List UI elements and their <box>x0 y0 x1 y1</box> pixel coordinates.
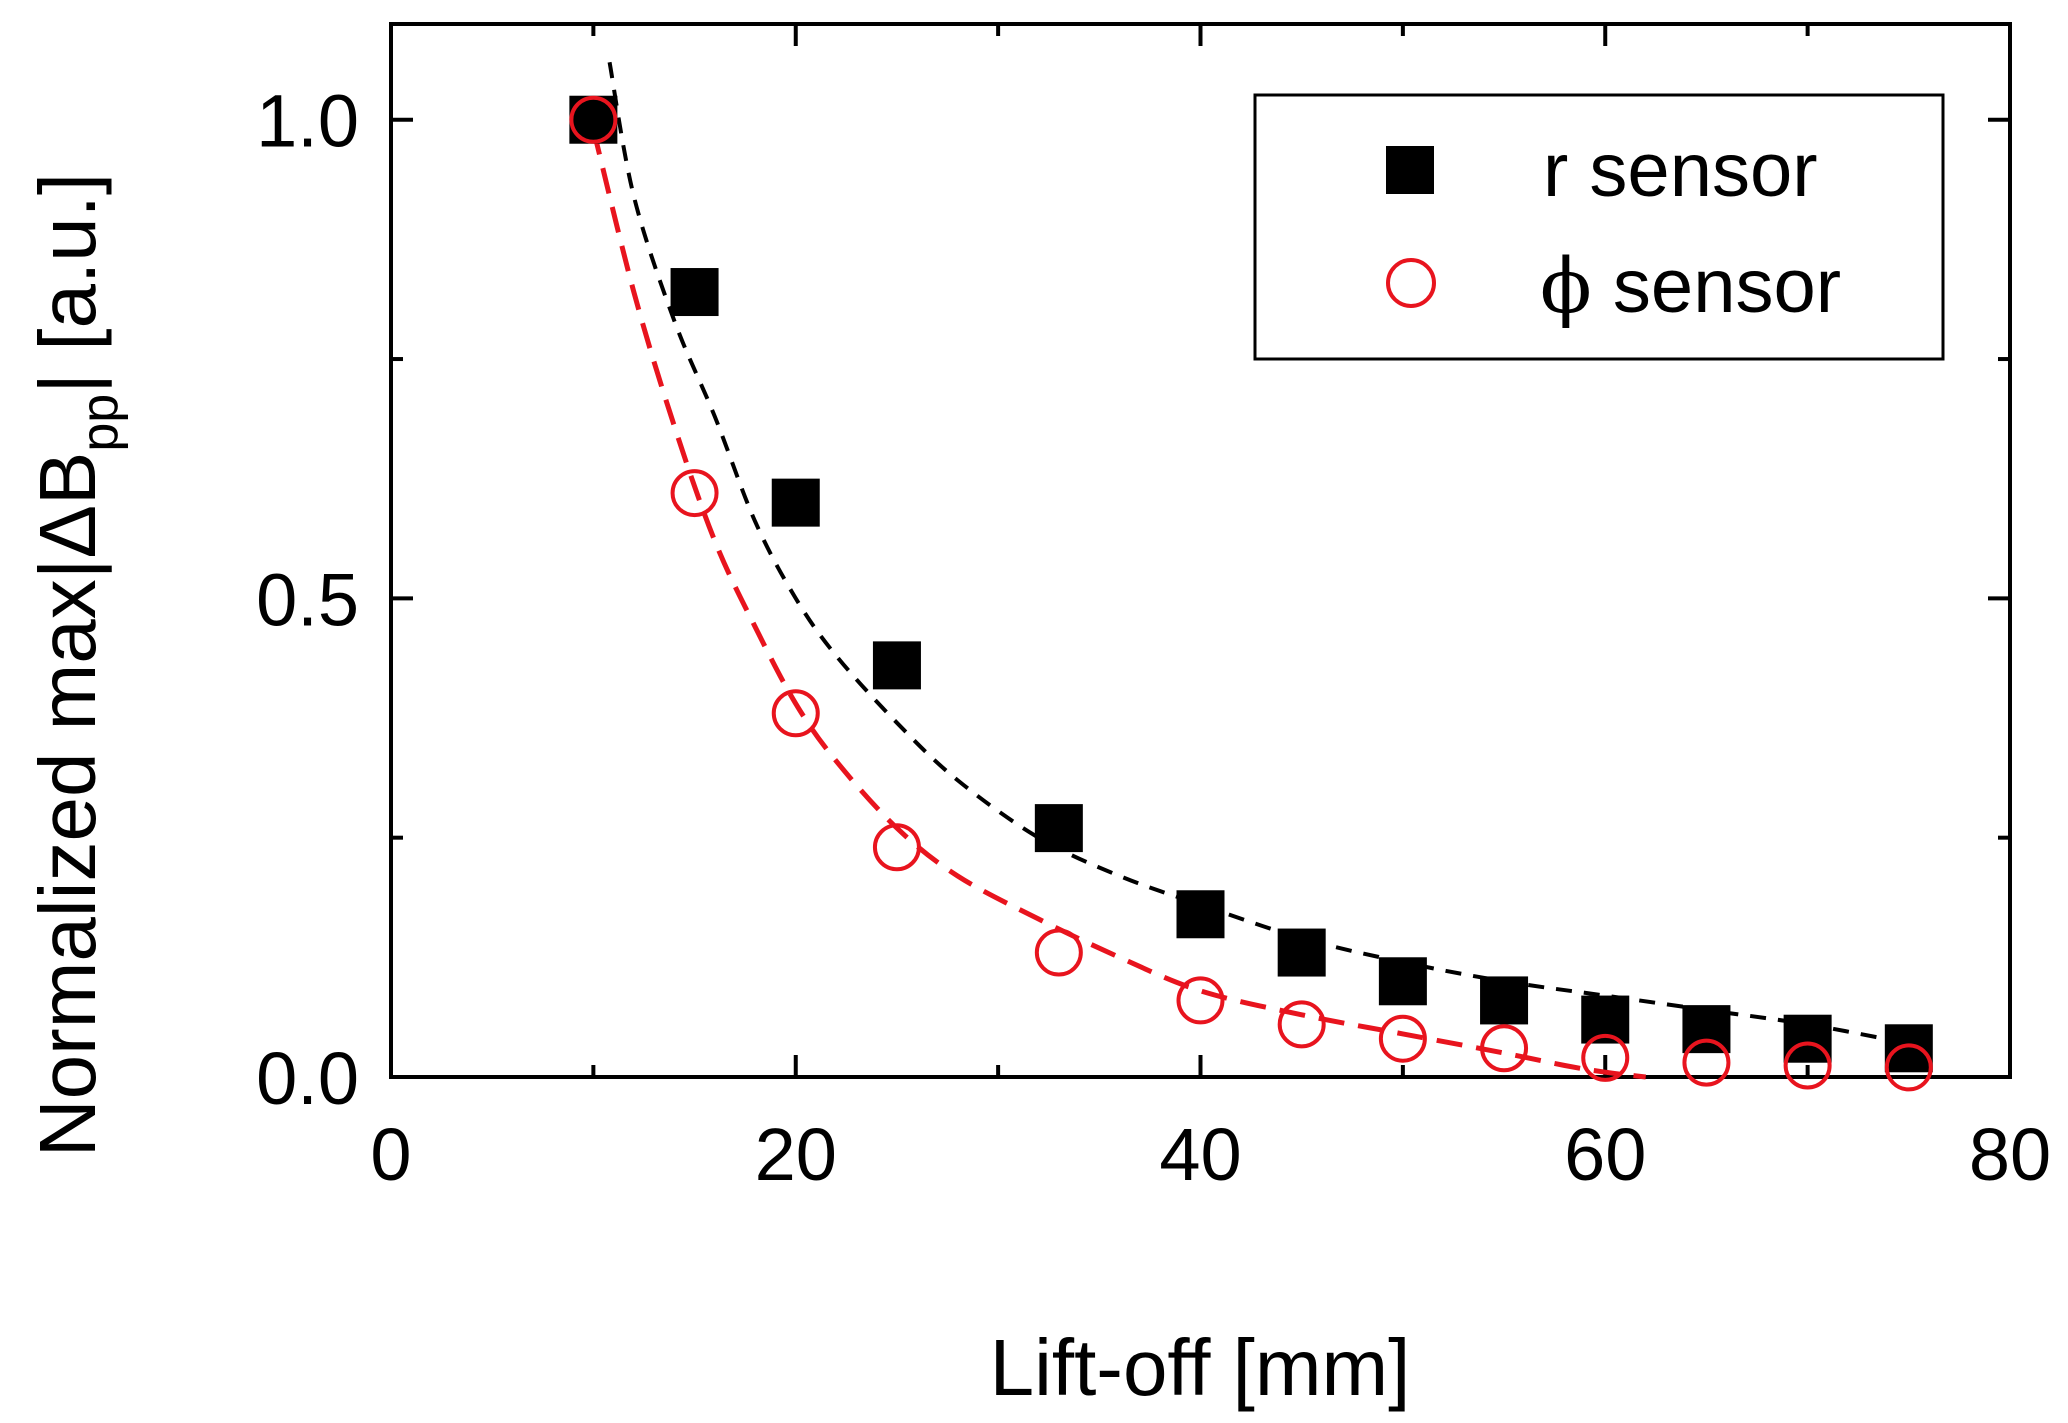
y-axis-title-subscript: pp <box>71 394 129 452</box>
phi-sensor-point <box>1034 928 1083 977</box>
phi-sensor-point <box>1277 1000 1326 1049</box>
legend: r sensor ϕ sensor <box>1253 93 1945 361</box>
r-sensor-point <box>1783 1014 1832 1063</box>
y-tick-label: 0.5 <box>256 558 359 641</box>
legend-label-r-sensor: r sensor <box>1543 128 1818 213</box>
phi-sensor-point <box>1378 1014 1427 1063</box>
x-tick-label: 20 <box>755 1113 837 1196</box>
r-sensor-point <box>670 268 719 317</box>
r-sensor-point <box>1277 928 1326 977</box>
legend-box <box>1253 93 1945 361</box>
r-sensor-point <box>872 641 921 690</box>
phi-sensor-point <box>1176 976 1225 1025</box>
data-markers <box>569 95 1933 1092</box>
x-tick-label: 40 <box>1159 1113 1241 1196</box>
y-axis-title-prefix: Normalized max|ΔB <box>23 452 112 1158</box>
phi-sensor-point <box>670 469 719 518</box>
y-axis-title: Normalized max|ΔBpp| [a.u.] <box>23 173 129 1157</box>
r-sensor-point <box>1884 1024 1933 1073</box>
x-tick-label: 0 <box>370 1113 411 1196</box>
axis-ticks <box>389 24 2012 1079</box>
r-sensor-point <box>1176 890 1225 939</box>
phi-sensor-point <box>1581 1033 1630 1082</box>
legend-phi-text: sensor <box>1592 244 1841 329</box>
legend-label-phi-sensor: ϕ sensor <box>1540 241 1841 330</box>
axis-tick-labels: 0 20 40 60 80 0.0 0.5 1.0 <box>256 80 2051 1196</box>
x-tick-label: 60 <box>1564 1113 1646 1196</box>
r-sensor-point <box>1034 804 1083 853</box>
phi-sensor-point <box>569 95 618 144</box>
phi-sensor-point <box>1884 1043 1933 1092</box>
legend-marker-r-sensor <box>1386 146 1434 194</box>
phi-sensor-point <box>1783 1041 1832 1090</box>
r-sensor-point <box>771 478 820 527</box>
legend-marker-phi-sensor <box>1386 258 1436 308</box>
x-axis-title: Lift-off [mm] <box>990 1323 1411 1412</box>
r-sensor-point <box>1480 976 1529 1025</box>
phi-sensor-point <box>872 823 921 872</box>
x-tick-label: 80 <box>1969 1113 2051 1196</box>
phi-sensor-point <box>1480 1024 1529 1073</box>
phi-sensor-fit-curve <box>590 128 1647 1080</box>
phi-sensor-point <box>771 689 820 738</box>
phi-sensor-point <box>1682 1038 1731 1087</box>
y-tick-label: 1.0 <box>256 80 359 163</box>
legend-phi-symbol: ϕ <box>1540 241 1592 330</box>
r-sensor-point <box>1378 957 1427 1006</box>
fit-curves <box>590 61 1910 1080</box>
y-axis-title-suffix: | [a.u.] <box>23 173 112 394</box>
y-tick-label: 0.0 <box>256 1037 359 1120</box>
